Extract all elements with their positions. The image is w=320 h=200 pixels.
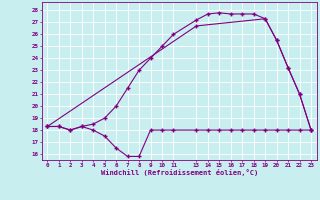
X-axis label: Windchill (Refroidissement éolien,°C): Windchill (Refroidissement éolien,°C) (100, 169, 258, 176)
